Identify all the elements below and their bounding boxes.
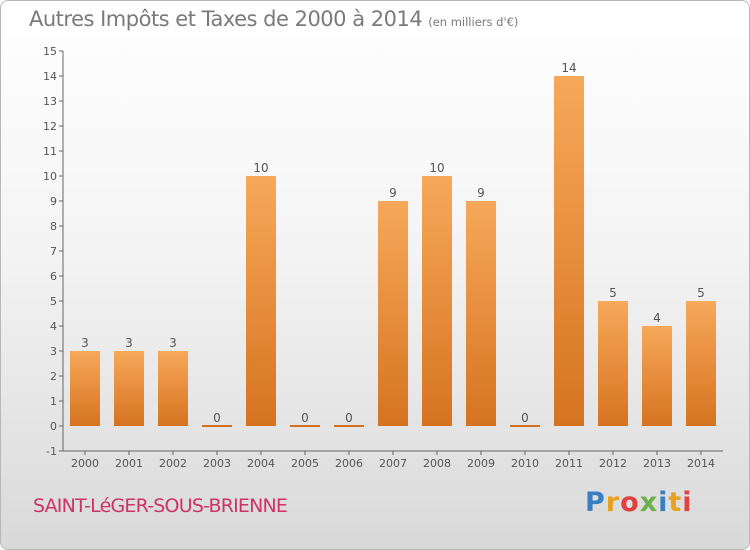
x-tick-label: 2012: [599, 457, 627, 470]
y-tick-label: 11: [43, 145, 57, 158]
bar: [202, 425, 232, 427]
bar: [70, 351, 100, 426]
bar-value-label: 5: [609, 286, 617, 300]
bar: [466, 201, 496, 426]
logo-letter: r: [605, 487, 621, 518]
x-tick-label: 2000: [71, 457, 99, 470]
proxiti-logo: Proxiti: [585, 487, 693, 518]
bar-value-label: 4: [653, 311, 661, 325]
bar: [246, 176, 276, 426]
x-tick-label: 2001: [115, 457, 143, 470]
x-tick-label: 2009: [467, 457, 495, 470]
y-tick-label: 2: [50, 370, 57, 383]
y-tick-label: 13: [43, 95, 57, 108]
logo-letter: x: [639, 487, 659, 518]
y-tick-label: 9: [50, 195, 57, 208]
x-tick-label: 2002: [159, 457, 187, 470]
y-tick-label: 3: [50, 345, 57, 358]
bar-value-label: 9: [477, 186, 485, 200]
bar: [422, 176, 452, 426]
y-tick-label: 8: [50, 220, 57, 233]
logo-letter: P: [585, 487, 606, 518]
y-tick-label: 0: [50, 420, 57, 433]
bar-value-label: 3: [169, 336, 177, 350]
bar: [554, 76, 584, 426]
bar: [114, 351, 144, 426]
logo-letter: t: [668, 487, 683, 518]
bar: [686, 301, 716, 426]
bar-value-label: 10: [429, 161, 444, 175]
bar-value-label: 0: [301, 411, 309, 425]
bar: [510, 425, 540, 427]
logo-letter: o: [620, 487, 640, 518]
x-tick-label: 2008: [423, 457, 451, 470]
x-tick-label: 2007: [379, 457, 407, 470]
y-tick-label: 7: [50, 245, 57, 258]
y-tick-label: 4: [50, 320, 57, 333]
x-tick-label: 2004: [247, 457, 275, 470]
y-tick-label: 6: [50, 270, 57, 283]
chart-title-unit: (en milliers d'€): [428, 15, 519, 29]
y-tick-label: 1: [50, 395, 57, 408]
x-tick-label: 2013: [643, 457, 671, 470]
bar: [334, 425, 364, 427]
bar-value-label: 0: [521, 411, 529, 425]
bar: [290, 425, 320, 427]
x-tick-label: 2014: [687, 457, 715, 470]
chart-title: Autres Impôts et Taxes de 2000 à 2014 (en…: [29, 7, 518, 31]
logo-letter: i: [658, 487, 669, 518]
bar-value-label: 0: [345, 411, 353, 425]
y-tick-label: -1: [46, 445, 57, 458]
chart-title-main: Autres Impôts et Taxes de 2000 à 2014: [29, 7, 423, 31]
bar-value-label: 3: [125, 336, 133, 350]
x-tick-label: 2010: [511, 457, 539, 470]
y-tick-label: 5: [50, 295, 57, 308]
bar-value-label: 9: [389, 186, 397, 200]
x-tick-label: 2006: [335, 457, 363, 470]
bar-value-label: 14: [561, 61, 576, 75]
bar-value-label: 3: [81, 336, 89, 350]
x-tick-label: 2005: [291, 457, 319, 470]
logo-letter: i: [682, 487, 693, 518]
x-tick-label: 2003: [203, 457, 231, 470]
bar-value-label: 10: [253, 161, 268, 175]
y-tick-label: 12: [43, 120, 57, 133]
y-tick-label: 15: [43, 45, 57, 58]
bar: [378, 201, 408, 426]
bar: [598, 301, 628, 426]
bar: [158, 351, 188, 426]
town-name: SAINT-LéGER-SOUS-BRIENNE: [33, 495, 288, 517]
bar-value-label: 5: [697, 286, 705, 300]
y-tick-label: 10: [43, 170, 57, 183]
y-tick-label: 14: [43, 70, 57, 83]
bar: [642, 326, 672, 426]
x-tick-label: 2011: [555, 457, 583, 470]
bar-value-label: 0: [213, 411, 221, 425]
